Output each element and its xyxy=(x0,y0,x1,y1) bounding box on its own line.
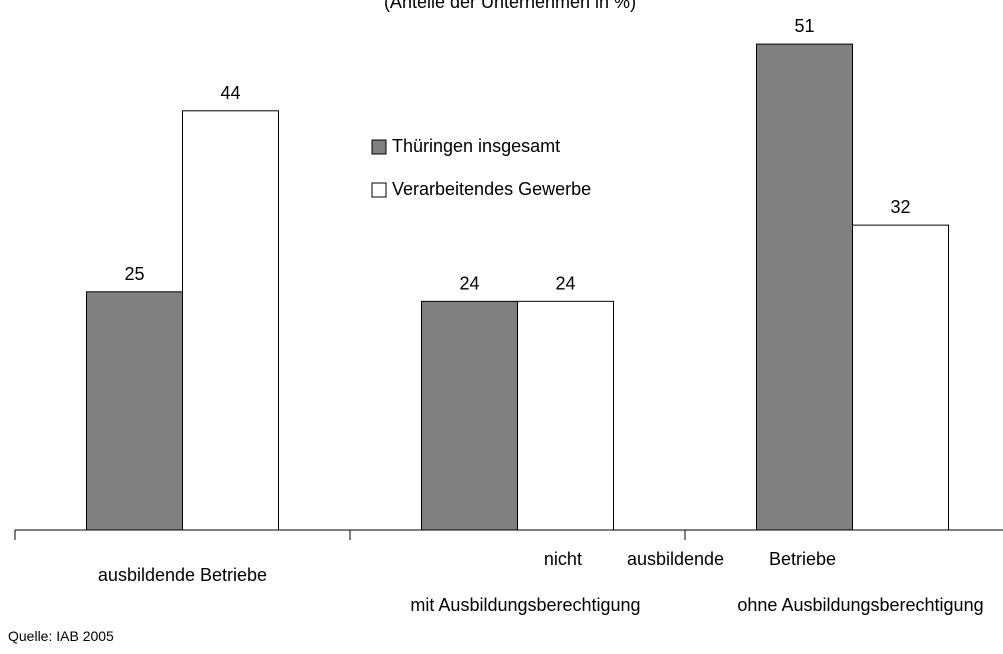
source: Quelle: IAB 2005 xyxy=(8,628,114,644)
data-label: 51 xyxy=(794,16,814,36)
data-label: 24 xyxy=(555,273,575,293)
group-label: nicht ausbildende Betriebe xyxy=(544,549,836,569)
bar xyxy=(756,43,853,531)
bar xyxy=(421,300,518,531)
data-label: 44 xyxy=(220,83,240,103)
legend-label: Verarbeitendes Gewerbe xyxy=(392,179,591,199)
x-tick-label: mit Ausbildungsberechtigung xyxy=(410,595,641,615)
bar xyxy=(517,300,614,531)
x-tick-label: ohne Ausbildungsberechtigung xyxy=(737,595,984,615)
legend-swatch xyxy=(371,182,387,198)
legend-label: Thüringen insgesamt xyxy=(392,136,560,156)
data-label: 32 xyxy=(890,197,910,217)
x-tick-label: ausbildende Betriebe xyxy=(97,565,268,585)
data-label: 24 xyxy=(459,273,479,293)
legend-swatch xyxy=(371,139,387,155)
bar xyxy=(182,110,279,531)
bar xyxy=(86,291,183,531)
chart-subtitle: (Anteile der Unternehmen in %) xyxy=(384,0,636,12)
data-label: 25 xyxy=(124,264,144,284)
bar xyxy=(852,224,949,531)
